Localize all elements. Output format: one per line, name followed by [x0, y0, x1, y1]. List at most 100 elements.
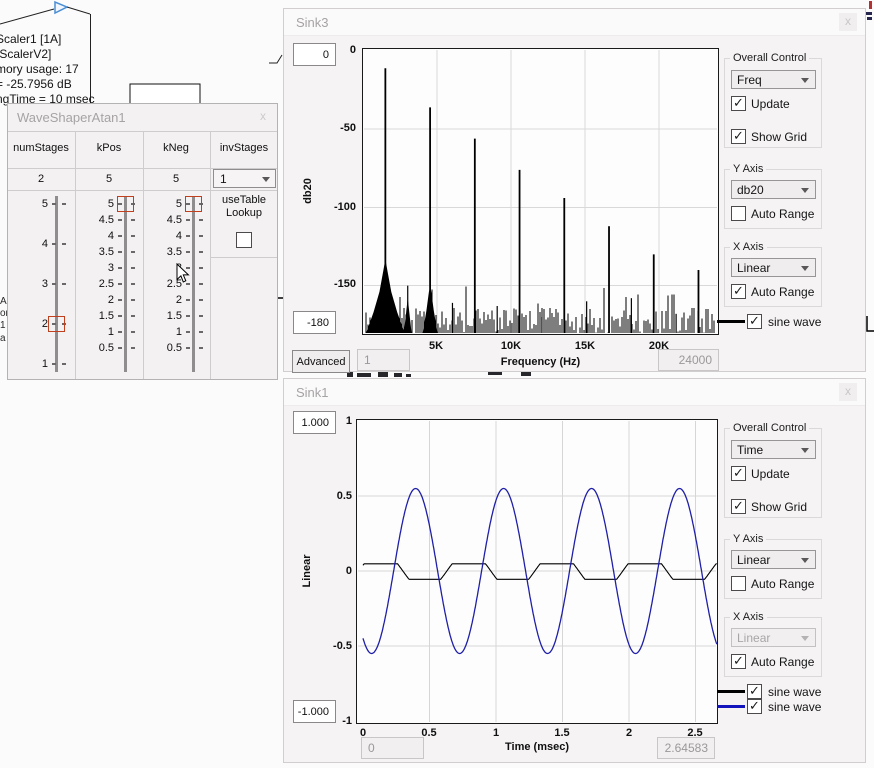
spectrum-plot-area[interactable]: [362, 48, 719, 335]
slider-track-numStages[interactable]: [55, 196, 58, 372]
occluded-text-fragment: [347, 372, 353, 377]
close-icon[interactable]: x: [839, 13, 857, 31]
show-grid-checkbox[interactable]: ✓: [731, 129, 746, 144]
module-text-line: ngTime = 10 msec: [0, 92, 95, 106]
legend-checkbox[interactable]: ✓: [747, 314, 762, 329]
y-tick-label: 0: [345, 565, 352, 577]
occluded-text-fragment: [394, 373, 402, 377]
overall-group: Overall Control Freq ✓ Update ✓ Show Grid: [724, 52, 822, 148]
invstages-dropdown[interactable]: 1: [213, 169, 276, 188]
tick-label: 1: [175, 326, 182, 338]
slider-track-kPos[interactable]: [124, 196, 127, 372]
chevron-down-icon: [801, 188, 809, 193]
x-tick-label: 5K: [428, 340, 444, 352]
chevron-down-icon: [801, 78, 809, 83]
usetable-lookup-label: useTable Lookup: [221, 194, 267, 219]
tick-label: 4.5: [98, 214, 114, 226]
x_axis-group-label: X Axis: [730, 611, 767, 623]
module-text-line: [ScalerV2]: [0, 47, 52, 61]
y-max-box[interactable]: 0: [293, 43, 336, 66]
x-tick-label: 10K: [500, 340, 522, 352]
y-min-box[interactable]: -180: [293, 311, 336, 334]
x-tick-label: 1: [492, 727, 500, 739]
legend-label: sine wave: [768, 700, 822, 714]
usetable-lookup-checkbox[interactable]: [236, 232, 252, 248]
x-min-box[interactable]: 1: [357, 349, 410, 371]
occluded-text: 1: [0, 320, 6, 331]
x-tick-label: 1.5: [554, 727, 570, 739]
auto-range-label: Auto Range: [751, 207, 815, 221]
show-grid-label: Show Grid: [751, 130, 808, 144]
y-tick-label: -100: [333, 201, 356, 213]
tick-label: 4: [41, 238, 48, 250]
y_axis-group: Y Axis Linear Auto Range: [724, 533, 822, 599]
y_axis-dropdown[interactable]: db20: [731, 180, 816, 199]
chevron-down-icon: [801, 636, 809, 641]
auto-range-label: Auto Range: [751, 285, 815, 299]
auto-range-checkbox[interactable]: [731, 576, 746, 591]
window-title: Sink1: [296, 385, 329, 400]
overall-group-label: Overall Control: [730, 422, 810, 434]
y_axis-group: Y Axis db20 Auto Range: [724, 163, 822, 229]
slider-handle-kNeg[interactable]: [185, 196, 202, 212]
overall-dropdown[interactable]: Freq: [731, 70, 816, 89]
occluded-text-fragment: [357, 373, 371, 377]
legend-label: sine wave: [768, 315, 822, 329]
tick-label: 2: [175, 294, 182, 306]
overall-group-label: Overall Control: [730, 52, 810, 64]
x-min-box[interactable]: 0: [361, 737, 424, 759]
slider-handle-kPos[interactable]: [117, 196, 134, 212]
chevron-down-icon: [262, 177, 270, 182]
x_axis-group: X Axis Linear ✓ Auto Range: [724, 241, 822, 307]
tick-label: 2.5: [166, 278, 182, 290]
legend-checkbox[interactable]: ✓: [747, 699, 762, 714]
legend-line: [717, 705, 745, 708]
module-text-line: mory usage: 17: [0, 62, 79, 76]
scope-plot-area[interactable]: [356, 419, 718, 724]
sink3-window: Sink3 x 0 -180 db20 0 -50 -100 -150 5K 10K 15K…: [283, 8, 866, 373]
x-tick-label: 2.5: [687, 727, 703, 739]
tick-label: 5: [175, 198, 182, 210]
x-max-box[interactable]: 2.64583: [657, 737, 715, 759]
occluded-text-fragment: [521, 372, 531, 376]
y-max-box[interactable]: 1.000: [293, 411, 336, 434]
auto-range-checkbox[interactable]: ✓: [731, 284, 746, 299]
auto-range-checkbox[interactable]: ✓: [731, 654, 746, 669]
auto-range-checkbox[interactable]: [731, 206, 746, 221]
y-min-box[interactable]: -1.000: [293, 700, 336, 723]
tick-label: 1: [107, 326, 114, 338]
x-max-box[interactable]: 24000: [658, 349, 719, 371]
window-titlebar[interactable]: Sink1 x: [284, 379, 865, 406]
column-header-invStages: invStages: [219, 142, 269, 154]
close-icon[interactable]: x: [839, 383, 857, 401]
y-tick-label: 1: [345, 415, 352, 427]
legend-label: sine wave: [768, 685, 822, 699]
show-grid-label: Show Grid: [751, 500, 808, 514]
x_axis-dropdown[interactable]: Linear: [731, 258, 816, 277]
x-axis-label: Time (msec): [505, 741, 569, 753]
update-checkbox[interactable]: ✓: [731, 466, 746, 481]
y-tick-label: -50: [340, 122, 356, 134]
tick-label: 0.5: [98, 342, 114, 354]
update-label: Update: [751, 467, 790, 481]
legend-checkbox[interactable]: ✓: [747, 684, 762, 699]
tick-label: 1: [41, 358, 48, 370]
update-checkbox[interactable]: ✓: [731, 96, 746, 111]
chevron-down-icon: [801, 266, 809, 271]
column-value: 5: [105, 173, 113, 185]
y-tick-label: 0: [349, 44, 356, 56]
column-value: 2: [37, 173, 45, 185]
tick-label: 2: [107, 294, 114, 306]
x_axis-group: X Axis Linear ✓ Auto Range: [724, 611, 822, 677]
chevron-down-icon: [801, 558, 809, 563]
slider-handle-numStages[interactable]: [48, 316, 65, 332]
chevron-down-icon: [801, 448, 809, 453]
close-icon[interactable]: x: [260, 109, 266, 123]
slider-track-kNeg[interactable]: [192, 196, 195, 372]
module-text-line: = -25.7956 dB: [0, 77, 72, 91]
advanced-button[interactable]: Advanced: [292, 350, 350, 373]
y_axis-dropdown[interactable]: Linear: [731, 550, 816, 569]
overall-dropdown[interactable]: Time: [731, 440, 816, 459]
show-grid-checkbox[interactable]: ✓: [731, 499, 746, 514]
window-titlebar[interactable]: Sink3 x: [284, 9, 865, 36]
